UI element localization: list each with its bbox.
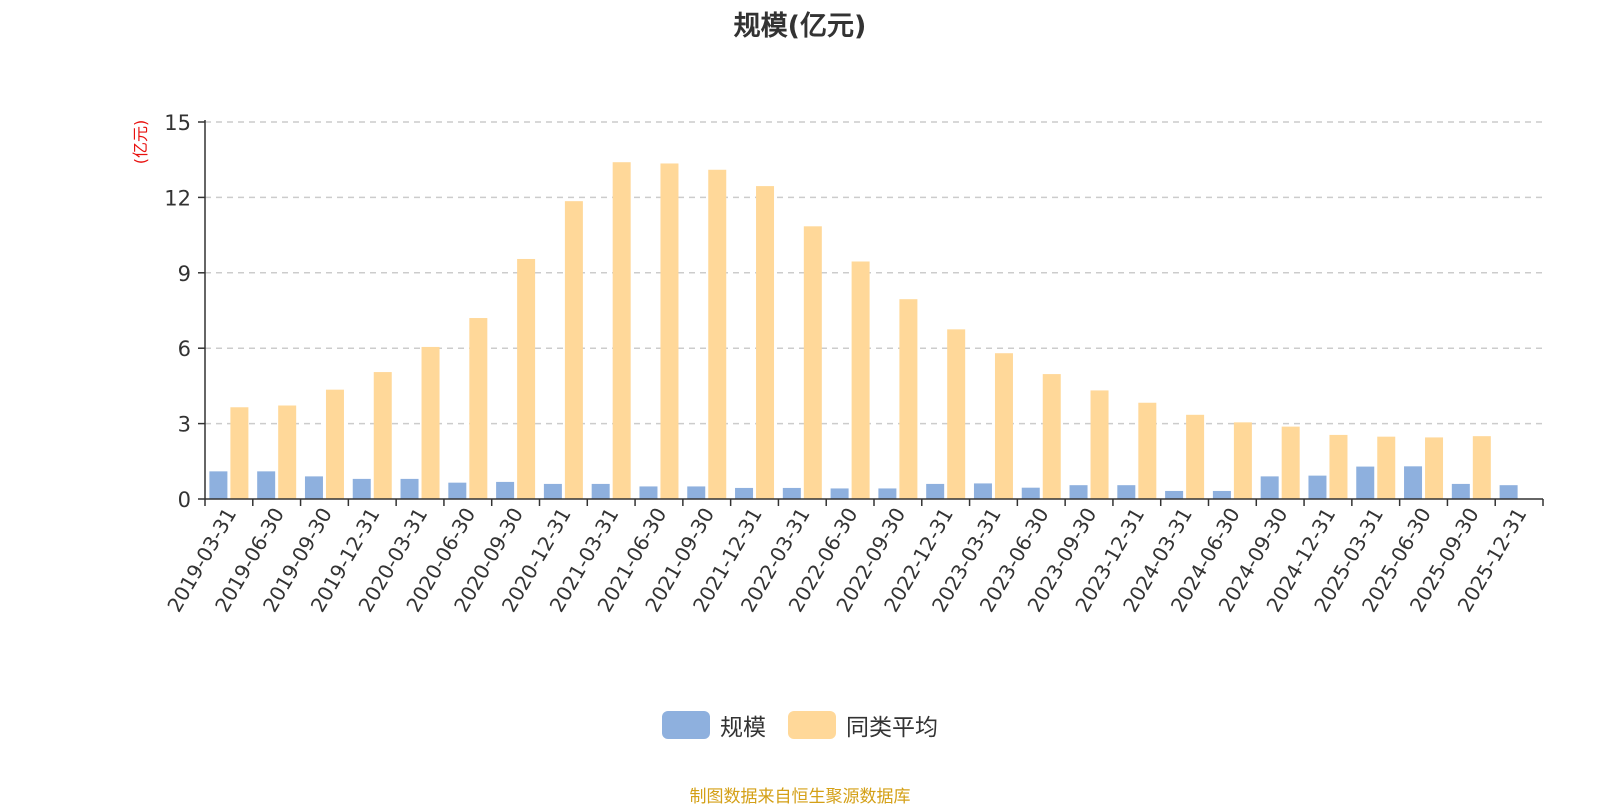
- bar-peer-average[interactable]: [899, 299, 918, 499]
- bar-peer-average[interactable]: [994, 353, 1013, 499]
- bar-peer-average[interactable]: [660, 163, 679, 499]
- bar-scale[interactable]: [304, 476, 323, 499]
- bar-scale[interactable]: [496, 481, 515, 499]
- bar-peer-average[interactable]: [1138, 402, 1157, 499]
- bar-peer-average[interactable]: [851, 261, 870, 499]
- bar-peer-average[interactable]: [1090, 390, 1109, 499]
- y-tick-label: 15: [164, 111, 191, 135]
- bar-peer-average[interactable]: [1186, 414, 1205, 499]
- bar-scale[interactable]: [1117, 485, 1136, 499]
- bar-scale[interactable]: [973, 483, 992, 499]
- legend-item-peer-average[interactable]: 同类平均: [788, 708, 938, 742]
- bar-scale[interactable]: [1308, 475, 1327, 499]
- bar-peer-average[interactable]: [612, 162, 631, 500]
- bar-peer-average[interactable]: [325, 389, 344, 499]
- bar-scale[interactable]: [1499, 485, 1518, 499]
- bar-peer-average[interactable]: [421, 346, 440, 499]
- bar-scale[interactable]: [782, 487, 801, 499]
- bar-scale[interactable]: [543, 483, 562, 499]
- chart-title: 规模(亿元): [733, 11, 867, 42]
- bar-scale[interactable]: [735, 487, 754, 499]
- bar-scale[interactable]: [1451, 483, 1470, 499]
- legend-label-scale: 规模: [720, 715, 766, 741]
- bar-peer-average[interactable]: [756, 186, 775, 499]
- y-tick-label: 6: [178, 337, 191, 361]
- y-tick-label: 9: [178, 262, 191, 286]
- legend-swatch-peer-average: [788, 711, 836, 739]
- bar-peer-average[interactable]: [469, 318, 488, 499]
- bar-peer-average[interactable]: [517, 258, 536, 499]
- legend: 规模 同类平均: [0, 708, 1600, 742]
- y-tick-label: 0: [178, 488, 191, 512]
- bar-scale[interactable]: [1165, 490, 1184, 499]
- bar-scale[interactable]: [1260, 476, 1279, 499]
- bar-scale[interactable]: [591, 483, 610, 499]
- bar-peer-average[interactable]: [947, 329, 966, 499]
- grid-layer: [205, 121, 1543, 425]
- bar-scale[interactable]: [830, 488, 849, 499]
- bar-scale[interactable]: [1212, 490, 1231, 499]
- bar-peer-average[interactable]: [1377, 436, 1396, 499]
- bar-peer-average[interactable]: [373, 372, 392, 499]
- bars-layer: [209, 162, 1518, 500]
- bar-peer-average[interactable]: [230, 407, 249, 499]
- bar-scale[interactable]: [400, 478, 419, 499]
- y-axis-label: (亿元): [131, 120, 150, 165]
- bar-peer-average[interactable]: [1233, 422, 1252, 499]
- bar-scale[interactable]: [1069, 485, 1088, 499]
- bar-scale[interactable]: [209, 471, 228, 499]
- legend-label-peer-average: 同类平均: [846, 715, 938, 741]
- bar-peer-average[interactable]: [803, 226, 822, 499]
- legend-swatch-scale: [662, 711, 710, 739]
- bar-scale[interactable]: [687, 486, 706, 499]
- bar-peer-average[interactable]: [1425, 437, 1444, 499]
- legend-item-scale[interactable]: 规模: [662, 708, 766, 742]
- bar-scale[interactable]: [1021, 487, 1040, 499]
- bar-peer-average[interactable]: [1042, 374, 1061, 499]
- bar-scale[interactable]: [448, 482, 467, 499]
- bar-peer-average[interactable]: [708, 169, 727, 499]
- source-note: 制图数据来自恒生聚源数据库: [689, 787, 911, 807]
- bar-peer-average[interactable]: [564, 201, 583, 500]
- bar-peer-average[interactable]: [1329, 434, 1348, 499]
- bar-scale[interactable]: [926, 483, 945, 499]
- bar-scale[interactable]: [352, 478, 371, 499]
- y-tick-label: 3: [178, 413, 191, 437]
- bar-scale[interactable]: [1404, 466, 1423, 499]
- bar-scale[interactable]: [1356, 466, 1375, 499]
- bar-scale[interactable]: [639, 486, 658, 499]
- bar-scale[interactable]: [257, 471, 276, 499]
- bar-peer-average[interactable]: [278, 405, 297, 499]
- bar-scale[interactable]: [878, 488, 897, 499]
- bar-peer-average[interactable]: [1281, 426, 1300, 499]
- bar-peer-average[interactable]: [1472, 436, 1491, 499]
- y-tick-label: 12: [164, 186, 191, 210]
